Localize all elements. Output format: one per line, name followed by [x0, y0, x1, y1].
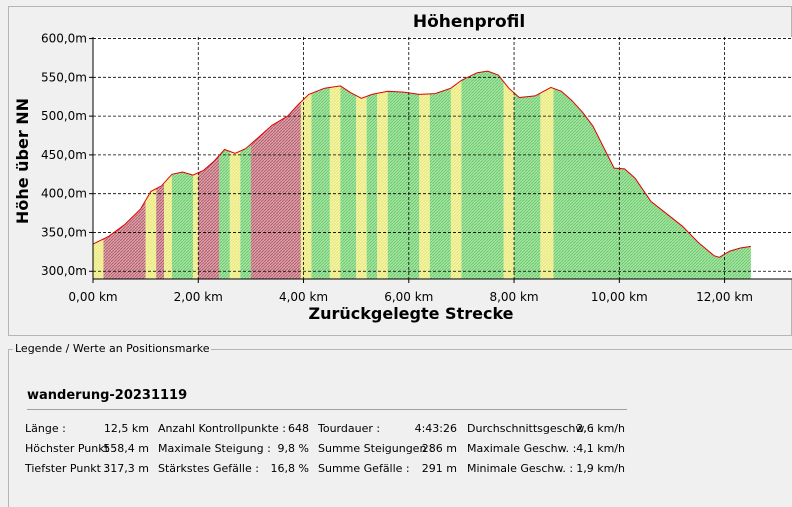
legend-panel: Legende / Werte an Positionsmarke wander…	[8, 342, 792, 507]
x-tick-label: 12,00 km	[696, 290, 753, 304]
y-tick-label: 550,0m	[41, 70, 87, 84]
gradient-band	[311, 87, 330, 280]
stat-value: 291 m	[421, 462, 457, 475]
x-tick-label: 8,00 km	[489, 290, 538, 304]
track-name: wanderung-20231119	[27, 388, 188, 403]
x-tick-label: 0,00 km	[68, 290, 117, 304]
y-tick-label: 350,0m	[41, 225, 87, 239]
stat-label: Stärkstes Gefälle :	[158, 462, 259, 475]
stat-label: Summe Gefälle :	[318, 462, 410, 475]
x-tick-label: 10,00 km	[591, 290, 648, 304]
stat-label: Minimale Geschw. :	[467, 462, 574, 475]
y-tick-label: 500,0m	[41, 109, 87, 123]
stat-value: 4,1 km/h	[576, 442, 625, 455]
x-tick-label: 2,00 km	[174, 290, 223, 304]
gradient-band	[366, 93, 378, 280]
stat-label: Maximale Geschw. :	[467, 442, 577, 455]
gradient-band	[229, 151, 241, 279]
gradient-band	[145, 188, 157, 279]
gradient-band	[250, 102, 301, 279]
gradient-band	[540, 87, 554, 280]
stat-value: 2,6 km/h	[576, 422, 625, 435]
x-tick-label: 4,00 km	[279, 290, 328, 304]
x-tick-label: 6,00 km	[384, 290, 433, 304]
gradient-band	[356, 95, 367, 279]
gradient-band	[553, 88, 751, 280]
gradient-band	[240, 144, 251, 279]
chart-title: Höhenprofil	[413, 12, 525, 32]
y-tick-labels: 300,0m 350,0m 400,0m 450,0m 500,0m 550,0m 600,…	[41, 32, 93, 278]
gradient-band	[164, 174, 172, 279]
y-axis-title: Höhe über NN	[13, 98, 32, 224]
gradient-band	[429, 88, 451, 279]
gradient-band	[156, 183, 165, 279]
stat-value: 4:43:26	[414, 422, 457, 435]
stat-value: 16,8 %	[270, 462, 309, 475]
stat-label: Durchschnittsgeschw. :	[467, 422, 595, 435]
gradient-bands	[93, 71, 751, 280]
stat-label: Länge :	[25, 422, 66, 435]
elevation-profile-line	[92, 70, 751, 258]
stat-label: Höchster Punkt :	[25, 442, 117, 455]
gradient-band	[300, 93, 312, 280]
gradient-band	[171, 172, 193, 279]
gradient-band	[450, 80, 462, 280]
gradient-band	[377, 91, 388, 279]
x-axis-title: Zurückgelegte Strecke	[308, 304, 513, 323]
gradient-band	[387, 91, 420, 279]
gradient-band	[103, 200, 146, 279]
y-tick-label: 450,0m	[41, 148, 87, 162]
chart-panel: Höhenprofil 300,0m 350,0m 400,0m 450,0m 500,…	[8, 6, 792, 336]
y-tick-label: 400,0m	[41, 187, 87, 201]
gradient-band	[503, 81, 515, 279]
stat-value: 12,5 km	[103, 422, 149, 435]
x-tick-labels: 0,00 km 2,00 km 4,00 km 6,00 km 8,00 km 10,00…	[68, 279, 753, 304]
gradient-band	[198, 155, 220, 279]
stat-value: 9,8 %	[277, 442, 309, 455]
stat-label: Maximale Steigung :	[158, 442, 271, 455]
gradient-band	[514, 92, 541, 279]
stat-value: 558,4 m	[103, 442, 149, 455]
gradient-band	[461, 71, 504, 279]
legend-caption: Legende / Werte an Positionsmarke	[13, 342, 212, 355]
gradient-band	[219, 149, 230, 279]
gradient-band	[340, 85, 357, 280]
stat-value: 286 m	[421, 442, 457, 455]
y-tick-label: 600,0m	[41, 32, 87, 46]
stat-label: Anzahl Kontrollpunkte :	[158, 422, 286, 435]
y-tick-label: 300,0m	[41, 264, 87, 278]
stat-label: Tiefster Punkt :	[25, 462, 109, 475]
profile-line-layer	[92, 70, 751, 258]
stat-value: 1,9 km/h	[576, 462, 625, 475]
stat-label: Tourdauer :	[318, 422, 381, 435]
stat-value: 317,3 m	[103, 462, 149, 475]
gradient-band	[193, 172, 199, 279]
elevation-chart[interactable]: Höhenprofil 300,0m 350,0m 400,0m 450,0m 500,…	[9, 7, 792, 337]
stat-value: 648	[288, 422, 309, 435]
grid-lines	[92, 37, 792, 279]
gradient-band	[419, 93, 430, 280]
stat-label: Summe Steigungen :	[318, 442, 434, 455]
track-divider	[27, 409, 627, 410]
gradient-band	[93, 238, 104, 279]
gradient-band	[329, 85, 341, 280]
